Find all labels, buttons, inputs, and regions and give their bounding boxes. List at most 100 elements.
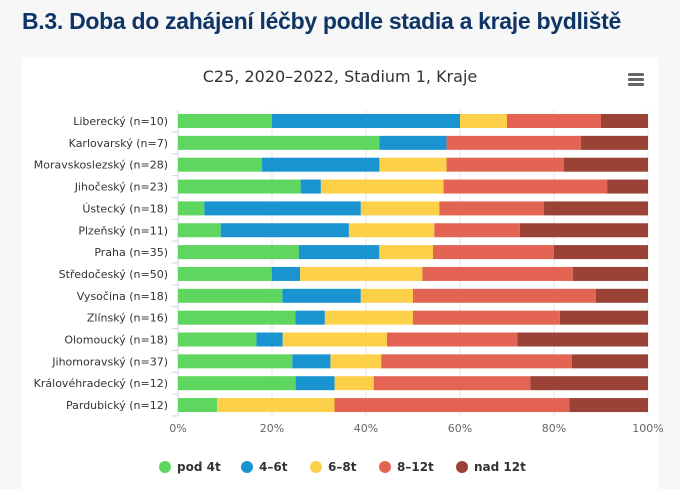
legend-item[interactable]: pod 4t bbox=[159, 460, 221, 474]
legend-label: 6–8t bbox=[328, 460, 357, 474]
bar-segment[interactable] bbox=[272, 266, 301, 281]
category-label: Plzeňský (n=11) bbox=[78, 224, 168, 237]
bar-segment[interactable] bbox=[334, 376, 374, 391]
legend-label: 8–12t bbox=[397, 460, 434, 474]
category-label: Jihomoravský (n=37) bbox=[51, 355, 168, 368]
bar-segment[interactable] bbox=[580, 135, 648, 150]
bar-segment[interactable] bbox=[348, 223, 435, 238]
bar-segment[interactable] bbox=[422, 266, 573, 281]
bar-segment[interactable] bbox=[563, 157, 648, 172]
bar-segment[interactable] bbox=[262, 157, 380, 172]
x-tick-label: 80% bbox=[542, 422, 566, 435]
bar-segment[interactable] bbox=[178, 179, 301, 194]
bar-segment[interactable] bbox=[434, 223, 520, 238]
category-label: Královéhradecký (n=12) bbox=[34, 377, 168, 390]
bar-segment[interactable] bbox=[282, 332, 387, 347]
bar-segment[interactable] bbox=[413, 288, 596, 303]
bar-segment[interactable] bbox=[360, 201, 440, 216]
bar-segment[interactable] bbox=[300, 266, 423, 281]
category-label: Praha (n=35) bbox=[94, 246, 168, 259]
bar-segment[interactable] bbox=[178, 223, 221, 238]
bar-segment[interactable] bbox=[178, 288, 283, 303]
bar-segment[interactable] bbox=[386, 332, 518, 347]
bar-segment[interactable] bbox=[220, 223, 349, 238]
legend-item[interactable]: 8–12t bbox=[379, 460, 434, 474]
page-title: B.3. Doba do zahájení léčby podle stadia… bbox=[22, 8, 621, 34]
hamburger-menu-icon[interactable] bbox=[628, 73, 644, 87]
bar-segment[interactable] bbox=[446, 157, 564, 172]
bar-segment[interactable] bbox=[256, 332, 283, 347]
legend-marker-icon bbox=[310, 461, 322, 473]
bar-segment[interactable] bbox=[360, 288, 413, 303]
legend-marker-icon bbox=[379, 461, 391, 473]
bar-segment[interactable] bbox=[443, 179, 608, 194]
bar-segment[interactable] bbox=[282, 288, 361, 303]
bar-segment[interactable] bbox=[530, 376, 648, 391]
legend-marker-icon bbox=[241, 461, 253, 473]
bar-segment[interactable] bbox=[178, 310, 296, 325]
bar-segment[interactable] bbox=[334, 398, 570, 413]
bar-segment[interactable] bbox=[178, 245, 299, 260]
bar-segment[interactable] bbox=[601, 114, 648, 128]
bar-segment[interactable] bbox=[272, 114, 460, 128]
bar-segment[interactable] bbox=[320, 179, 444, 194]
legend-item[interactable]: nad 12t bbox=[456, 460, 526, 474]
bar-segment[interactable] bbox=[381, 354, 572, 369]
bar-segment[interactable] bbox=[324, 310, 413, 325]
category-label: Ústecký (n=18) bbox=[82, 202, 168, 215]
bar-segment[interactable] bbox=[543, 201, 648, 216]
bar-segment[interactable] bbox=[178, 332, 257, 347]
bar-segment[interactable] bbox=[553, 245, 648, 260]
bar-segment[interactable] bbox=[178, 201, 205, 216]
category-label: Středočeský (n=50) bbox=[59, 268, 168, 281]
bar-segment[interactable] bbox=[178, 135, 380, 150]
bar-segment[interactable] bbox=[178, 398, 218, 413]
legend-item[interactable]: 4–6t bbox=[241, 460, 288, 474]
bar-segment[interactable] bbox=[178, 114, 272, 128]
category-label: Moravskoslezský (n=28) bbox=[34, 159, 168, 172]
legend-marker-icon bbox=[159, 461, 171, 473]
bar-segment[interactable] bbox=[330, 354, 382, 369]
bar-segment[interactable] bbox=[379, 245, 433, 260]
bar-segment[interactable] bbox=[432, 245, 554, 260]
bar-segment[interactable] bbox=[178, 354, 293, 369]
bar-segment[interactable] bbox=[571, 354, 648, 369]
bar-segment[interactable] bbox=[295, 310, 325, 325]
legend-item[interactable]: 6–8t bbox=[310, 460, 357, 474]
bar-segment[interactable] bbox=[439, 201, 544, 216]
bar-segment[interactable] bbox=[413, 310, 560, 325]
bar-segment[interactable] bbox=[460, 114, 507, 128]
bar-segment[interactable] bbox=[569, 398, 648, 413]
bar-segment[interactable] bbox=[572, 266, 648, 281]
bar-segment[interactable] bbox=[379, 157, 447, 172]
bar-segment[interactable] bbox=[204, 201, 361, 216]
category-label: Zlínský (n=16) bbox=[87, 312, 168, 325]
legend-label: pod 4t bbox=[177, 460, 221, 474]
category-label: Olomoucký (n=18) bbox=[64, 334, 168, 347]
bar-segment[interactable] bbox=[379, 135, 447, 150]
bar-segment[interactable] bbox=[373, 376, 531, 391]
category-label: Liberecký (n=10) bbox=[73, 115, 168, 128]
bar-segment[interactable] bbox=[217, 398, 335, 413]
bar-segment[interactable] bbox=[517, 332, 648, 347]
bar-segment[interactable] bbox=[298, 245, 380, 260]
bar-segment[interactable] bbox=[178, 376, 296, 391]
category-label: Pardubický (n=12) bbox=[66, 399, 168, 412]
bar-segment[interactable] bbox=[446, 135, 581, 150]
bar-segment[interactable] bbox=[300, 179, 321, 194]
bar-segment[interactable] bbox=[292, 354, 331, 369]
bar-segment[interactable] bbox=[559, 310, 648, 325]
bar-segment[interactable] bbox=[178, 157, 263, 172]
bar-segment[interactable] bbox=[507, 114, 601, 128]
bar-segment[interactable] bbox=[178, 266, 272, 281]
legend-marker-icon bbox=[456, 461, 468, 473]
bar-segment[interactable] bbox=[607, 179, 648, 194]
category-label: Karlovarský (n=7) bbox=[69, 137, 168, 150]
x-tick-label: 60% bbox=[448, 422, 472, 435]
x-tick-label: 100% bbox=[632, 422, 663, 435]
bar-segment[interactable] bbox=[519, 223, 648, 238]
bar-segment[interactable] bbox=[595, 288, 648, 303]
x-tick-label: 0% bbox=[169, 422, 186, 435]
bar-segment[interactable] bbox=[295, 376, 335, 391]
